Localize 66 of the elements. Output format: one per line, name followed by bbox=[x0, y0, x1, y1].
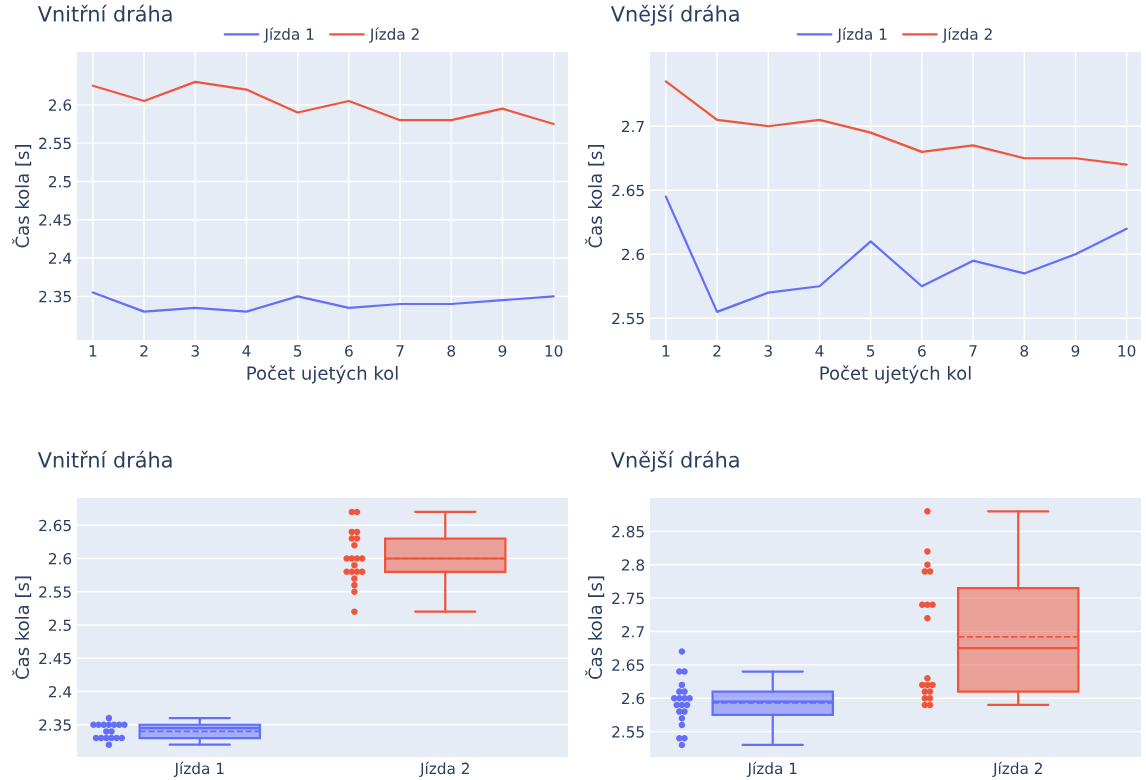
x-tick-label: Jízda 2 bbox=[419, 761, 469, 778]
y-tick-label: 2.7 bbox=[621, 120, 644, 133]
x-tick-label: 2 bbox=[140, 345, 148, 357]
y-tick-label: 2.6 bbox=[621, 692, 645, 705]
y-axis-title: Čas kola [s] bbox=[12, 145, 32, 248]
x-tick-label: 8 bbox=[1020, 345, 1029, 357]
y-tick-label: 2.65 bbox=[612, 659, 644, 671]
x-tick-label: 10 bbox=[545, 345, 563, 357]
chart-title: Vnitřní dráha bbox=[37, 450, 172, 468]
x-tick-label: 4 bbox=[815, 345, 824, 357]
y-tick-label: 2.55 bbox=[39, 137, 71, 150]
legend-label: Jízda 1 bbox=[836, 27, 887, 43]
y-tick-label: 2.55 bbox=[612, 726, 644, 738]
x-tick-label: 9 bbox=[498, 345, 507, 357]
x-tick-label: 9 bbox=[1071, 345, 1080, 357]
chart-title: Vnitřní dráha bbox=[37, 4, 172, 22]
y-tick-label: 2.45 bbox=[39, 652, 71, 665]
x-tick-label: Jízda 1 bbox=[173, 761, 224, 778]
y-tick-label: 2.65 bbox=[39, 519, 71, 532]
line-series bbox=[91, 80, 555, 126]
x-tick-label: 7 bbox=[396, 345, 404, 357]
y-tick-label: 2.35 bbox=[39, 719, 71, 731]
y-tick-label: 2.6 bbox=[48, 99, 72, 111]
x-tick-label: 6 bbox=[918, 345, 926, 357]
x-tick-label: 4 bbox=[242, 345, 251, 357]
x-tick-label: 5 bbox=[293, 345, 302, 357]
x-tick-label: 1 bbox=[89, 345, 97, 357]
legend-label: Jízda 2 bbox=[942, 27, 992, 43]
x-tick-label: 3 bbox=[191, 345, 199, 357]
line-series bbox=[664, 195, 1128, 313]
y-tick-label: 2.5 bbox=[48, 619, 71, 632]
legend-label: Jízda 2 bbox=[369, 27, 419, 43]
x-tick-label: Jízda 2 bbox=[992, 761, 1042, 778]
x-tick-label: 5 bbox=[866, 345, 875, 357]
y-tick-label: 2.4 bbox=[48, 685, 72, 698]
y-axis-title: Čas kola [s] bbox=[585, 145, 605, 248]
y-tick-label: 2.8 bbox=[621, 559, 645, 571]
chart-title: Vnější dráha bbox=[610, 450, 739, 472]
y-tick-label: 2.5 bbox=[48, 175, 71, 188]
y-tick-label: 2.75 bbox=[612, 592, 644, 605]
x-tick-label: 8 bbox=[447, 345, 456, 357]
x-tick-label: 2 bbox=[713, 345, 721, 357]
y-tick-label: 2.6 bbox=[48, 552, 72, 565]
x-tick-label: 10 bbox=[1118, 345, 1136, 357]
x-tick-label: 7 bbox=[969, 345, 977, 357]
legend-label: Jízda 1 bbox=[263, 27, 314, 43]
y-tick-label: 2.65 bbox=[612, 184, 644, 197]
y-tick-label: 2.45 bbox=[39, 214, 71, 226]
y-tick-label: 2.35 bbox=[39, 290, 71, 303]
x-axis-title: Počet ujetých kol bbox=[247, 365, 398, 384]
y-tick-label: 2.7 bbox=[621, 625, 644, 638]
y-axis-title: Čas kola [s] bbox=[12, 576, 32, 679]
line-series bbox=[91, 291, 555, 313]
y-tick-label: 2.55 bbox=[612, 312, 644, 325]
y-tick-label: 2.6 bbox=[621, 248, 645, 261]
y-tick-label: 2.4 bbox=[48, 252, 72, 264]
x-tick-label: 6 bbox=[345, 345, 353, 357]
x-tick-label: 1 bbox=[662, 345, 670, 357]
line-series bbox=[664, 80, 1128, 166]
chart-title: Vnější dráha bbox=[610, 4, 739, 26]
x-axis-title: Počet ujetých kol bbox=[820, 365, 971, 384]
y-tick-label: 2.85 bbox=[612, 525, 644, 538]
x-tick-label: Jízda 1 bbox=[746, 761, 797, 778]
x-tick-label: 3 bbox=[764, 345, 772, 357]
y-axis-title: Čas kola [s] bbox=[585, 576, 605, 679]
y-tick-label: 2.55 bbox=[39, 586, 71, 598]
